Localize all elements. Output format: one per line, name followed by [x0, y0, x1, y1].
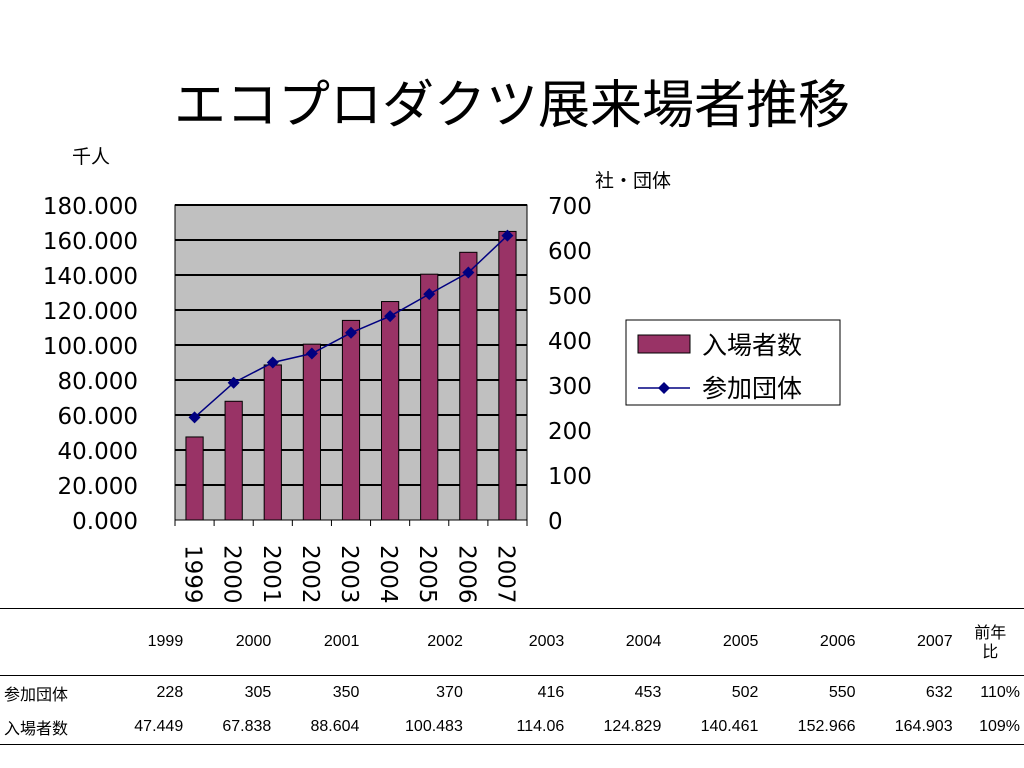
- table-cell: 370: [436, 684, 463, 701]
- point-2007: [501, 229, 514, 242]
- x-tick-label: 2005: [414, 545, 440, 604]
- x-tick-label: 2002: [297, 545, 323, 604]
- point-1999: [188, 411, 201, 424]
- y-left-tick-label: 0.000: [72, 509, 138, 535]
- point-2002: [305, 347, 318, 360]
- table-ratio-cell: 110%: [980, 684, 1020, 701]
- table-row: 入場者数 47.449 67.838 88.604 100.483 114.06 124.8…: [0, 710, 1024, 745]
- x-tick-label: 2007: [492, 545, 518, 604]
- table-cell: 350: [332, 684, 360, 701]
- y-right-unit: 社・団体: [595, 170, 671, 192]
- y-right-tick-label: 200: [548, 419, 592, 445]
- table-corner-cell: [0, 608, 101, 676]
- bar-2001: [263, 364, 282, 521]
- table-cell: 67.838: [187, 710, 276, 745]
- y-left-tick-label: 20.000: [58, 474, 138, 500]
- y-left-tick-label: 160.000: [43, 229, 138, 255]
- table-ratio-cell: 109%: [956, 710, 1024, 745]
- table-year-header: 2004: [568, 608, 666, 676]
- table-year-header: 2001: [275, 608, 364, 676]
- table-cell: 453: [634, 684, 662, 701]
- legend-swatch-marker: [658, 382, 670, 394]
- bar-1999: [185, 436, 204, 521]
- table-cell: 47.449: [100, 710, 188, 745]
- table-cell: 164.903: [859, 710, 957, 745]
- table-year-header: 2007: [859, 608, 957, 676]
- table-cell: 114.06: [466, 710, 569, 745]
- table-ratio-header: 前年比: [956, 608, 1024, 676]
- bar-2003: [341, 319, 361, 521]
- table-cell: 632: [925, 684, 953, 701]
- table-year-header: 2006: [762, 608, 860, 676]
- table-year-header: 2003: [466, 608, 569, 676]
- y-right-tick-label: 600: [548, 239, 592, 265]
- table-year-header: 2005: [665, 608, 763, 676]
- bar-2006: [459, 251, 478, 521]
- table-row-label: 入場者数: [0, 710, 101, 745]
- table-cell: 140.461: [665, 710, 763, 745]
- y-right-tick-label: 100: [548, 464, 592, 490]
- y-left-tick-label: 140.000: [43, 264, 138, 290]
- y-left-tick-label: 120.000: [43, 299, 138, 325]
- table-header-row: 1999 2000 2001 2002 2003 2004 2005 2006 2007 前年比: [0, 608, 1024, 676]
- legend-label: 参加団体: [702, 374, 802, 403]
- point-2000: [227, 376, 240, 389]
- y-left-tick-label: 180.000: [43, 194, 138, 220]
- x-tick-label: 2001: [258, 545, 284, 604]
- chart: 0.000 20.000 40.000 60.000 80.000 100.000 120.…: [43, 146, 841, 604]
- y-right-tick-label: 0: [548, 509, 563, 535]
- bar-2004: [381, 301, 400, 521]
- y-right-tick-label: 300: [548, 374, 592, 400]
- point-2003: [345, 326, 357, 339]
- table-cell: 100.483: [363, 710, 467, 745]
- data-table: 1999 2000 2001 2002 2003 2004 2005 2006 2007 前年比参…: [0, 608, 1024, 745]
- legend-swatch-bar: [637, 334, 691, 354]
- table-year-header: 1999: [100, 608, 188, 676]
- table-cell: 88.604: [275, 710, 364, 745]
- slide-title: エコプロダクツ展来場者推移: [173, 76, 850, 136]
- point-2004: [384, 310, 397, 323]
- y-left-tick-label: 100.000: [43, 334, 138, 360]
- point-2005: [423, 288, 436, 301]
- table-cell: 152.966: [762, 710, 860, 745]
- bar-2007: [498, 230, 517, 521]
- table-cell: 550: [828, 684, 856, 701]
- y-right-tick-label: 500: [548, 284, 592, 310]
- x-tick-label: 1999: [180, 545, 206, 604]
- x-tick-label: 2003: [336, 545, 362, 604]
- bar-2005: [420, 273, 439, 521]
- table-cell: 305: [244, 684, 272, 701]
- x-tick-label: 2000: [219, 545, 245, 604]
- y-left-tick-label: 40.000: [58, 439, 138, 465]
- table-row-label: 参加団体: [4, 685, 69, 704]
- table-year-header: 2002: [363, 608, 467, 676]
- point-2006: [462, 266, 475, 279]
- y-right-tick-label: 700: [548, 194, 592, 220]
- y-left-tick-label: 60.000: [58, 404, 138, 430]
- table-cell: 416: [537, 684, 565, 701]
- table-cell: 228: [156, 684, 184, 701]
- table-cell: 502: [731, 684, 759, 701]
- x-tick-label: 2004: [375, 545, 401, 604]
- y-right-tick-label: 400: [548, 329, 592, 355]
- y-left-unit: 千人: [72, 146, 110, 168]
- point-2001: [266, 356, 279, 369]
- legend-label: 入場者数: [702, 331, 802, 360]
- x-tick-label: 2006: [453, 545, 479, 604]
- table-year-header: 2000: [187, 608, 276, 676]
- y-left-tick-label: 80.000: [58, 369, 138, 395]
- bar-2002: [302, 343, 321, 521]
- bar-2000: [224, 400, 243, 521]
- table-row: 参加団体 228 305 350 370 416 453 502 550 632 110%: [0, 676, 1024, 711]
- table-cell: 124.829: [568, 710, 666, 745]
